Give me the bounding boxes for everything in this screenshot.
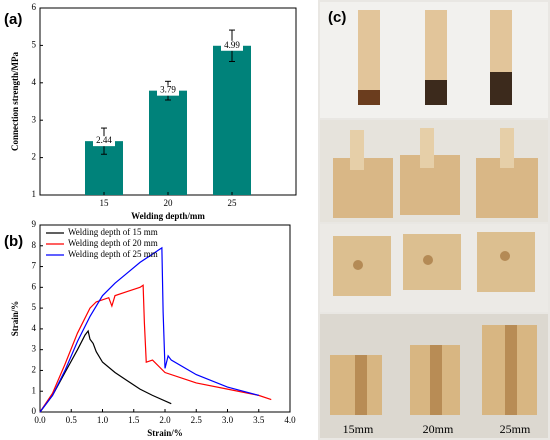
y-tick-label: 6 [32,2,37,12]
value-label: 3.79 [160,85,176,95]
y-tick-label: 3 [32,344,37,354]
panel-label: (b) [4,233,23,250]
value-label-bg [157,85,179,96]
x-tick-label: 0.5 [66,415,78,425]
value-label: 4.99 [224,40,240,50]
panel-label: (c) [328,9,346,26]
x-axis-label: Welding depth/mm [131,211,205,221]
photo-label: 15mm [343,422,374,436]
x-tick-label: 15 [100,198,110,208]
value-label: 2.44 [96,135,112,145]
legend-label: Welding depth of 15 mm [68,227,158,237]
y-tick-label: 1 [32,385,37,395]
y-axis-label: Connection strength/MPa [10,51,20,151]
legend-label: Welding depth of 25 mm [68,249,158,259]
y-tick-label: 3 [32,114,37,124]
y-tick-label: 9 [32,219,37,229]
photo-panel: 15mm 20mm 25mm [318,0,550,440]
y-tick-label: 5 [32,39,37,49]
x-tick-label: 0.0 [34,415,46,425]
x-tick-label: 3.5 [253,415,265,425]
x-tick-label: 3.0 [222,415,234,425]
line [39,329,172,413]
y-tick-label: 2 [32,365,37,375]
x-tick-label: 4.0 [284,415,296,425]
value-label-bg [221,40,243,51]
y-tick-label: 7 [32,261,37,271]
x-tick-label: 2.0 [159,415,171,425]
y-tick-label: 6 [32,281,37,291]
legend-label: Welding depth of 20 mm [68,238,158,248]
y-tick-label: 5 [32,302,37,312]
x-tick-label: 25 [228,198,238,208]
line [39,246,259,413]
y-tick-label: 8 [32,240,37,250]
y-tick-label: 4 [32,77,37,87]
y-tick-label: 1 [32,189,37,199]
photo-label: 25mm [500,422,531,436]
x-tick-label: 1.0 [97,415,109,425]
y-axis-label: Strain/% [10,301,20,337]
y-tick-label: 2 [32,152,37,162]
line [39,284,272,413]
value-label-bg [93,136,115,147]
bar [149,90,187,195]
x-tick-label: 2.5 [191,415,203,425]
y-tick-label: 0 [32,406,37,416]
y-tick-label: 4 [32,323,37,333]
bar [213,45,251,195]
panel-label: (a) [4,11,22,28]
x-tick-label: 20 [164,198,174,208]
photo-label: 20mm [423,422,454,436]
x-tick-label: 1.5 [128,415,140,425]
x-axis-label: Strain/% [147,428,183,438]
